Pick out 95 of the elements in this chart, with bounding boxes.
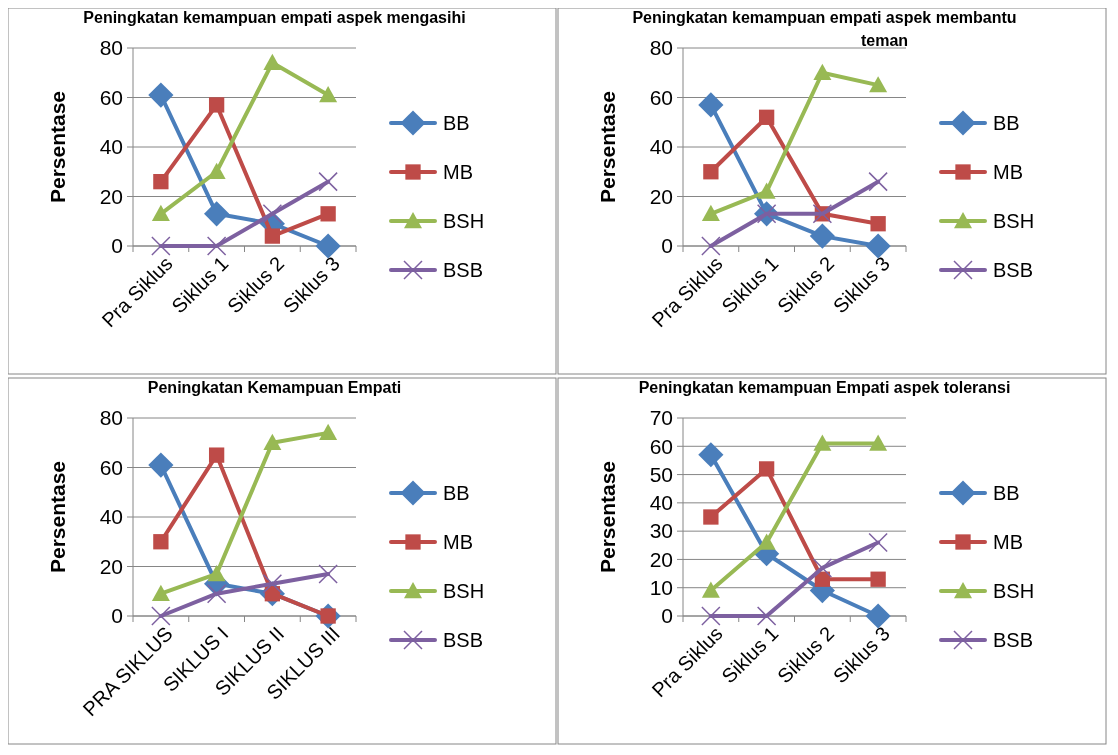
- point: [868, 171, 888, 192]
- point: [865, 603, 891, 629]
- y-axis-title: Persentase: [596, 460, 619, 574]
- point: [757, 182, 776, 199]
- point: [207, 564, 226, 582]
- y-tick-label: 60: [99, 85, 123, 109]
- point: [319, 86, 338, 103]
- y-axis-title: Persentase: [46, 460, 69, 574]
- y-axis-title: Persentase: [596, 90, 619, 204]
- legend-label: BSH: [443, 210, 485, 232]
- point: [320, 206, 336, 222]
- y-tick-label: 0: [661, 604, 673, 628]
- point: [208, 97, 225, 113]
- legend-label: BB: [993, 482, 1020, 504]
- point: [756, 606, 777, 626]
- y-tick-label: 20: [649, 184, 673, 208]
- legend-label: BB: [443, 112, 470, 134]
- y-tick-label: 80: [99, 406, 123, 430]
- legend-label: BB: [993, 112, 1020, 134]
- point: [319, 423, 338, 441]
- legend-label: BSB: [443, 629, 484, 651]
- y-tick-label: 70: [649, 406, 673, 430]
- point: [263, 53, 282, 71]
- point: [151, 584, 170, 601]
- point: [148, 452, 174, 478]
- y-tick-label: 50: [649, 462, 673, 486]
- y-tick-label: 0: [111, 604, 123, 628]
- y-tick-label: 0: [661, 234, 673, 258]
- y-tick-label: 0: [111, 234, 123, 258]
- point: [758, 109, 775, 125]
- y-tick-label: 40: [99, 135, 123, 159]
- point: [318, 564, 338, 584]
- point: [701, 236, 721, 256]
- point: [206, 583, 227, 604]
- legend-label: BB: [443, 482, 470, 504]
- legend-label: BSB: [993, 629, 1034, 651]
- point: [318, 171, 338, 192]
- point: [701, 204, 720, 222]
- point: [865, 233, 891, 259]
- point: [151, 236, 171, 256]
- y-tick-label: 40: [649, 491, 673, 515]
- y-tick-label: 30: [649, 519, 673, 543]
- legend-label: BSH: [443, 580, 485, 602]
- y-tick-label: 20: [649, 547, 673, 571]
- chart-title: Peningkatan Kemampuan Empati: [147, 379, 402, 396]
- point: [153, 534, 169, 550]
- legend-label: MB: [993, 531, 1023, 553]
- point: [757, 533, 776, 550]
- legend-label: BSB: [993, 259, 1034, 281]
- point: [812, 558, 833, 578]
- y-tick-label: 40: [649, 135, 673, 159]
- point: [813, 63, 832, 80]
- point: [870, 571, 886, 587]
- point: [870, 216, 886, 232]
- chart-title: Peningkatan kemampuan empati aspek mengasihi: [83, 9, 466, 26]
- point: [703, 509, 719, 525]
- point: [315, 233, 341, 259]
- y-tick-label: 20: [99, 554, 123, 578]
- point: [758, 461, 775, 477]
- y-tick-label: 80: [649, 36, 673, 60]
- y-tick-label: 80: [99, 36, 123, 60]
- point: [148, 82, 174, 108]
- legend-label: MB: [993, 161, 1023, 183]
- point: [204, 201, 230, 227]
- point: [262, 204, 283, 224]
- y-tick-label: 20: [99, 184, 123, 208]
- point: [869, 76, 888, 93]
- point: [263, 433, 282, 450]
- point: [869, 434, 888, 451]
- point: [151, 204, 170, 222]
- point: [701, 581, 720, 598]
- legend-label: BSB: [443, 259, 484, 281]
- point: [703, 164, 719, 180]
- point: [701, 606, 721, 626]
- y-tick-label: 60: [649, 85, 673, 109]
- y-axis-title: Persentase: [46, 90, 69, 204]
- chart-title: Peningkatan kemampuan Empati aspek toleransi: [638, 379, 1011, 396]
- point: [208, 447, 225, 463]
- y-tick-label: 40: [99, 505, 123, 529]
- point: [153, 174, 169, 190]
- point: [813, 434, 832, 451]
- point: [206, 236, 227, 256]
- point: [868, 532, 888, 553]
- point: [698, 92, 724, 118]
- legend-label: MB: [443, 161, 473, 183]
- legend-label: BSH: [993, 210, 1035, 232]
- point: [809, 223, 835, 249]
- legend-label: BSH: [993, 580, 1035, 602]
- point: [264, 228, 281, 244]
- legend-label: MB: [443, 531, 473, 553]
- point: [698, 442, 724, 468]
- y-tick-label: 10: [649, 576, 673, 600]
- point: [151, 606, 171, 626]
- y-tick-label: 60: [99, 455, 123, 479]
- y-tick-label: 60: [649, 434, 673, 458]
